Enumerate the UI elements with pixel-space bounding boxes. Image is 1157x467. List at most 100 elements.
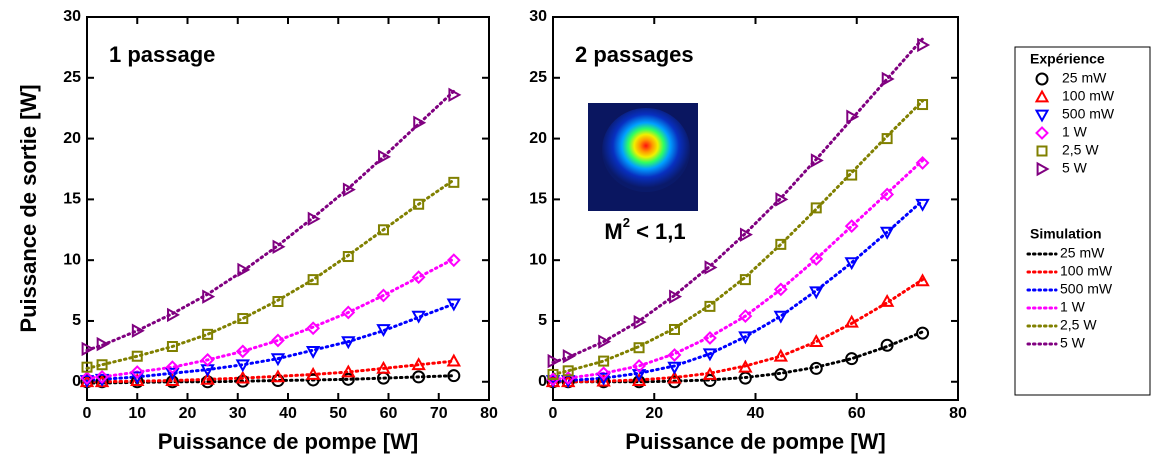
marker [703, 331, 717, 345]
marker [411, 310, 426, 324]
legend-label: 5 W [1062, 160, 1088, 176]
simulation-line [85, 302, 456, 383]
marker [446, 298, 462, 312]
marker [130, 371, 145, 385]
marker [809, 334, 824, 348]
marker [775, 192, 789, 207]
inset-label-sup: 2 [623, 215, 630, 230]
legend-marker [1036, 161, 1050, 177]
x-axis-label: Puissance de pompe [W] [625, 429, 885, 454]
marker [633, 342, 645, 354]
marker [844, 257, 859, 271]
marker [669, 289, 683, 304]
legend-group-title: Expérience [1030, 51, 1105, 67]
y-tick-label: 10 [529, 251, 547, 268]
legend-label: 1 W [1060, 299, 1086, 315]
marker [880, 338, 894, 352]
marker [633, 314, 647, 330]
marker [307, 274, 319, 286]
y-tick-label: 15 [529, 191, 547, 208]
marker [378, 149, 392, 165]
x-tick-label: 40 [747, 405, 765, 422]
inset-label-text: < 1,1 [630, 219, 686, 244]
marker [703, 374, 717, 388]
y-axis-label: Puissance de sortie [W] [16, 84, 41, 332]
marker [165, 360, 180, 375]
legend-marker [1036, 145, 1048, 157]
marker [376, 324, 391, 338]
legend-label: 500 mW [1060, 281, 1113, 297]
legend-label: 100 mW [1062, 88, 1115, 104]
marker [739, 274, 751, 286]
y-tick-label: 0 [72, 373, 81, 390]
x-tick-label: 20 [179, 405, 197, 422]
marker [880, 187, 895, 202]
marker [844, 219, 859, 234]
marker [739, 227, 753, 242]
marker [738, 371, 752, 385]
marker [562, 349, 576, 364]
x-tick-label: 60 [380, 405, 398, 422]
x-tick-label: 0 [549, 405, 558, 422]
marker [738, 309, 753, 324]
marker [95, 369, 109, 384]
marker [809, 361, 823, 375]
marker [446, 353, 462, 367]
y-tick-label: 0 [538, 373, 547, 390]
x-tick-label: 60 [848, 405, 866, 422]
marker [165, 367, 180, 381]
marker [341, 372, 355, 386]
legend-label: 25 mW [1060, 245, 1105, 261]
marker [202, 289, 216, 304]
marker [667, 348, 682, 362]
marker [411, 357, 426, 371]
marker [377, 224, 389, 236]
marker [775, 238, 787, 250]
x-tick-label: 20 [645, 405, 663, 422]
marker [448, 87, 462, 103]
marker [773, 310, 789, 324]
marker [879, 226, 895, 240]
marker [916, 326, 930, 340]
marker [341, 336, 356, 350]
marker [96, 336, 110, 352]
marker [810, 202, 822, 214]
marker [376, 288, 391, 303]
y-tick-label: 5 [538, 312, 547, 329]
marker [131, 323, 145, 338]
y-tick-label: 30 [63, 8, 81, 25]
marker [702, 366, 718, 380]
marker [809, 286, 824, 300]
marker [306, 321, 321, 336]
marker [631, 372, 647, 386]
beam-profile [602, 108, 690, 192]
marker [844, 314, 859, 328]
marker [596, 372, 611, 386]
marker [881, 71, 895, 87]
marker [305, 366, 321, 380]
marker [235, 370, 250, 384]
marker [411, 270, 426, 285]
legend-label: 25 mW [1062, 70, 1107, 86]
legend-box [1014, 46, 1151, 396]
x-tick-label: 30 [229, 405, 247, 422]
y-tick-label: 20 [529, 130, 547, 147]
x-tick-label: 50 [329, 405, 347, 422]
x-tick-label: 70 [430, 405, 448, 422]
marker [81, 341, 95, 357]
marker [412, 370, 426, 384]
y-tick-label: 25 [529, 69, 547, 86]
marker [306, 373, 320, 387]
marker [738, 359, 753, 373]
marker [447, 369, 461, 383]
marker [632, 359, 646, 373]
marker [130, 372, 145, 386]
marker [80, 371, 94, 386]
x-tick-label: 40 [279, 405, 297, 422]
marker [271, 333, 285, 348]
marker [166, 341, 178, 353]
y-tick-label: 10 [63, 251, 81, 268]
marker [702, 348, 718, 362]
legend-label: 500 mW [1062, 106, 1115, 122]
